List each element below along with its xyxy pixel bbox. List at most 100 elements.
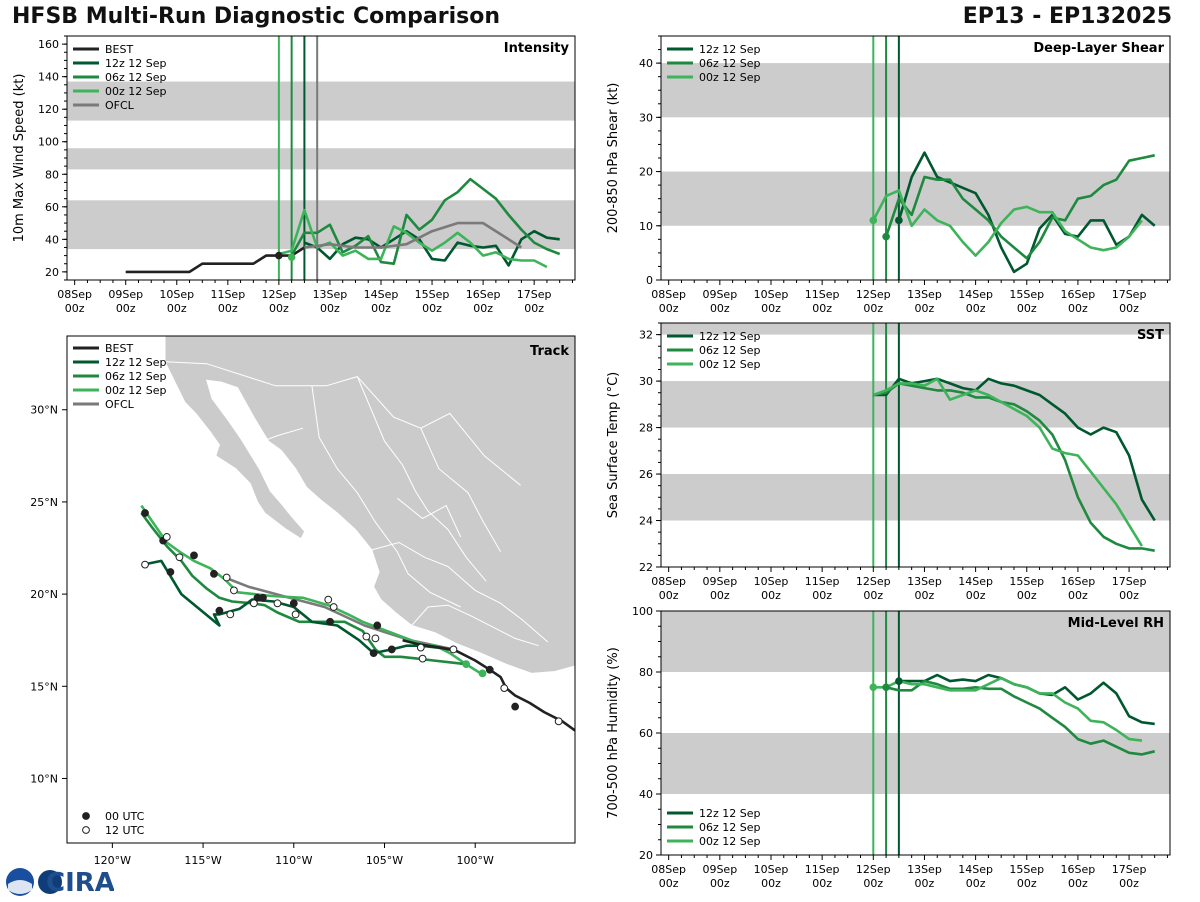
track-point [511, 702, 520, 711]
shear-x-tick-label: 13Sep 00z [907, 288, 942, 315]
sst-frame [660, 322, 1171, 568]
sst-legend-label: 06z 12 Sep [699, 344, 761, 357]
intensity-x-tick-label-line: 00z [524, 302, 544, 315]
intensity-x-tick-label-line: 00z [320, 302, 340, 315]
intensity-x-tick-label: 14Sep 00z [364, 288, 399, 315]
track-point [226, 610, 235, 619]
track-y-tick-label: 15°N [30, 680, 58, 693]
track-legend-label: BEST [105, 342, 133, 355]
rh-series-06z-12-sep [885, 679, 1156, 756]
sst-x-tick-label-line: 00z [761, 589, 781, 602]
track-point [326, 617, 334, 626]
shear-plot-area [661, 36, 1170, 280]
sst-legend-label: 00z 12 Sep [699, 358, 761, 371]
shear-x-tick-label-line: 11Sep [805, 288, 840, 301]
intensity-legend-label: OFCL [105, 99, 135, 112]
sst-y-tick-label: 30 [639, 375, 653, 388]
intensity-x-tick-label-line: 09Sep [108, 288, 143, 301]
rh-x-tick-label-line: 08Sep [651, 863, 686, 876]
storm-id-title: EP13 - EP132025 [962, 4, 1172, 29]
shear-y-tick-label: 0 [646, 274, 653, 287]
rh-x-tick-label-line: 00z [761, 877, 781, 890]
rh-x-tick-label-line: 00z [1119, 877, 1139, 890]
track-point [230, 586, 238, 595]
rh-x-tick-label-line: 14Sep [958, 863, 993, 876]
state-border [396, 497, 462, 538]
intensity-series-06z-12-sep [290, 177, 561, 266]
shear-x-tick-label: 09Sep 00z [702, 288, 737, 315]
sst-y-tick-label: 24 [639, 515, 653, 528]
sst-series-00z-12-sep [872, 377, 1144, 547]
track-title: Track [530, 344, 569, 359]
track-y-tick-label: 30°N [30, 404, 58, 417]
track-y-tick-label: 10°N [30, 772, 58, 785]
track-point [418, 654, 427, 663]
shear-init-marker [895, 216, 903, 225]
intensity-y-tick-label: 40 [45, 233, 59, 246]
state-border [164, 361, 521, 486]
rh-x-tick-label-line: 13Sep [907, 863, 942, 876]
track-point [554, 717, 563, 726]
rh-x-tick-label: 13Sep 00z [907, 863, 942, 890]
sst-y-tick-label: 32 [639, 329, 653, 342]
rh-y-tick-label: 60 [639, 727, 653, 740]
shear-x-tick-label-line: 09Sep [702, 288, 737, 301]
sst-x-tick-label-line: 00z [1068, 589, 1088, 602]
sst-x-tick-label-line: 00z [812, 589, 832, 602]
track-point [485, 665, 494, 674]
intensity-threshold-band [67, 148, 575, 170]
sst-x-tick-label-line: 00z [966, 589, 986, 602]
shear-x-tick-label-line: 00z [863, 302, 883, 315]
intensity-x-tick-label-line: 00z [422, 302, 442, 315]
rh-legend-label: 12z 12 Sep [699, 807, 761, 820]
shear-x-tick-label: 11Sep 00z [805, 288, 840, 315]
track-point [373, 621, 382, 630]
intensity-x-tick-label-line: 00z [218, 302, 238, 315]
track-point [362, 632, 371, 641]
intensity-plot-area [67, 36, 575, 280]
rh-legend-label: 00z 12 Sep [699, 835, 761, 848]
track-x-tick-label: 110°W [275, 854, 312, 867]
intensity-y-tick-label: 60 [45, 201, 59, 214]
intensity-y-tick-label: 20 [45, 266, 59, 279]
rh-series-12z-12-sep [898, 673, 1155, 726]
sst-x-tick-label-line: 00z [1119, 589, 1139, 602]
intensity-x-tick-label-line: 00z [167, 302, 187, 315]
shear-x-tick-label: 10Sep 00z [754, 288, 789, 315]
rh-x-tick-label-line: 00z [915, 877, 935, 890]
rh-threshold-band [661, 611, 1170, 672]
sst-x-tick-label-line: 09Sep [702, 575, 737, 588]
track-legend-label: 06z 12 Sep [105, 370, 167, 383]
shear-series-06z-12-sep [884, 154, 1155, 260]
track-y-tick-label: 20°N [30, 588, 58, 601]
track-point [141, 560, 149, 569]
rh-x-tick-label: 10Sep 00z [754, 863, 789, 890]
shear-x-tick-label-line: 13Sep [907, 288, 942, 301]
shear-x-tick-label: 15Sep 00z [1009, 288, 1044, 315]
intensity-legend-label: BEST [105, 43, 133, 56]
track-point [249, 599, 258, 608]
intensity-x-tick-label-line: 00z [473, 302, 493, 315]
sst-title: SST [1137, 328, 1164, 343]
intensity-x-tick-label-line: 11Sep [210, 288, 245, 301]
intensity-y-tick-label: 100 [38, 136, 59, 149]
intensity-init-marker [287, 253, 296, 262]
sst-threshold-band [661, 323, 1170, 335]
track-point [387, 645, 396, 654]
intensity-series-12z-12-sep [303, 229, 560, 267]
sst-x-tick-label-line: 11Sep [805, 575, 840, 588]
shear-x-tick-label-line: 10Sep [754, 288, 789, 301]
intensity-x-tick-label-line: 16Sep [466, 288, 501, 301]
intensity-x-tick-label: 16Sep 00z [466, 288, 501, 315]
rh-x-tick-label-line: 00z [659, 877, 679, 890]
intensity-x-tick-label: 13Sep 00z [313, 288, 348, 315]
shear-threshold-band [661, 63, 1170, 118]
track-point [215, 606, 224, 615]
shear-x-tick-label: 16Sep 00z [1061, 288, 1096, 315]
shear-x-tick-label-line: 00z [761, 302, 781, 315]
state-border [248, 427, 304, 448]
intensity-x-tick-label: 08Sep 00z [57, 288, 92, 315]
intensity-x-tick-label-line: 17Sep [517, 288, 552, 301]
track-x-tick-label: 120°W [94, 854, 131, 867]
